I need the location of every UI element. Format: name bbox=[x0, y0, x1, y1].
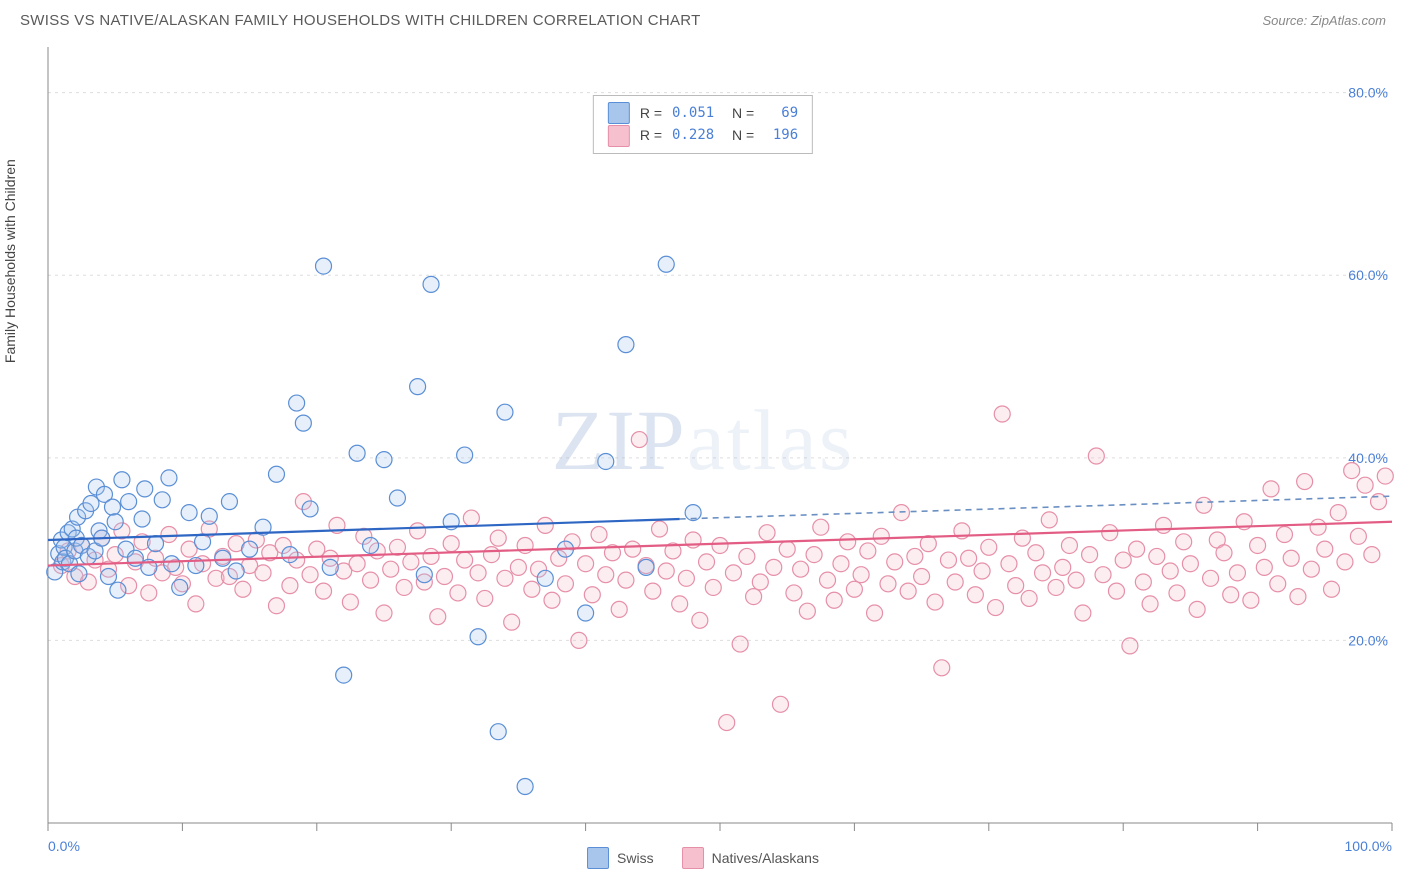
svg-text:60.0%: 60.0% bbox=[1348, 267, 1388, 283]
svg-text:80.0%: 80.0% bbox=[1348, 85, 1388, 101]
series-legend: Swiss Natives/Alaskans bbox=[587, 847, 819, 869]
legend-item: Swiss bbox=[587, 847, 654, 869]
y-axis-label: Family Households with Children bbox=[2, 159, 18, 363]
chart-title: SWISS VS NATIVE/ALASKAN FAMILY HOUSEHOLD… bbox=[20, 12, 701, 29]
legend-item: Natives/Alaskans bbox=[682, 847, 819, 869]
legend-stat-row: R = 0.051 N = 69 bbox=[608, 102, 798, 124]
svg-text:100.0%: 100.0% bbox=[1345, 838, 1392, 854]
legend-stat-row: R = 0.228 N = 196 bbox=[608, 124, 798, 146]
stats-legend: R = 0.051 N = 69R = 0.228 N = 196 bbox=[593, 95, 813, 154]
svg-text:20.0%: 20.0% bbox=[1348, 632, 1388, 648]
chart-container: Family Households with Children ZIPatlas… bbox=[0, 37, 1406, 877]
svg-text:0.0%: 0.0% bbox=[48, 838, 80, 854]
source-attribution: Source: ZipAtlas.com bbox=[1262, 13, 1386, 28]
scatter-chart: 20.0%40.0%60.0%80.0%0.0%100.0% bbox=[0, 37, 1406, 877]
